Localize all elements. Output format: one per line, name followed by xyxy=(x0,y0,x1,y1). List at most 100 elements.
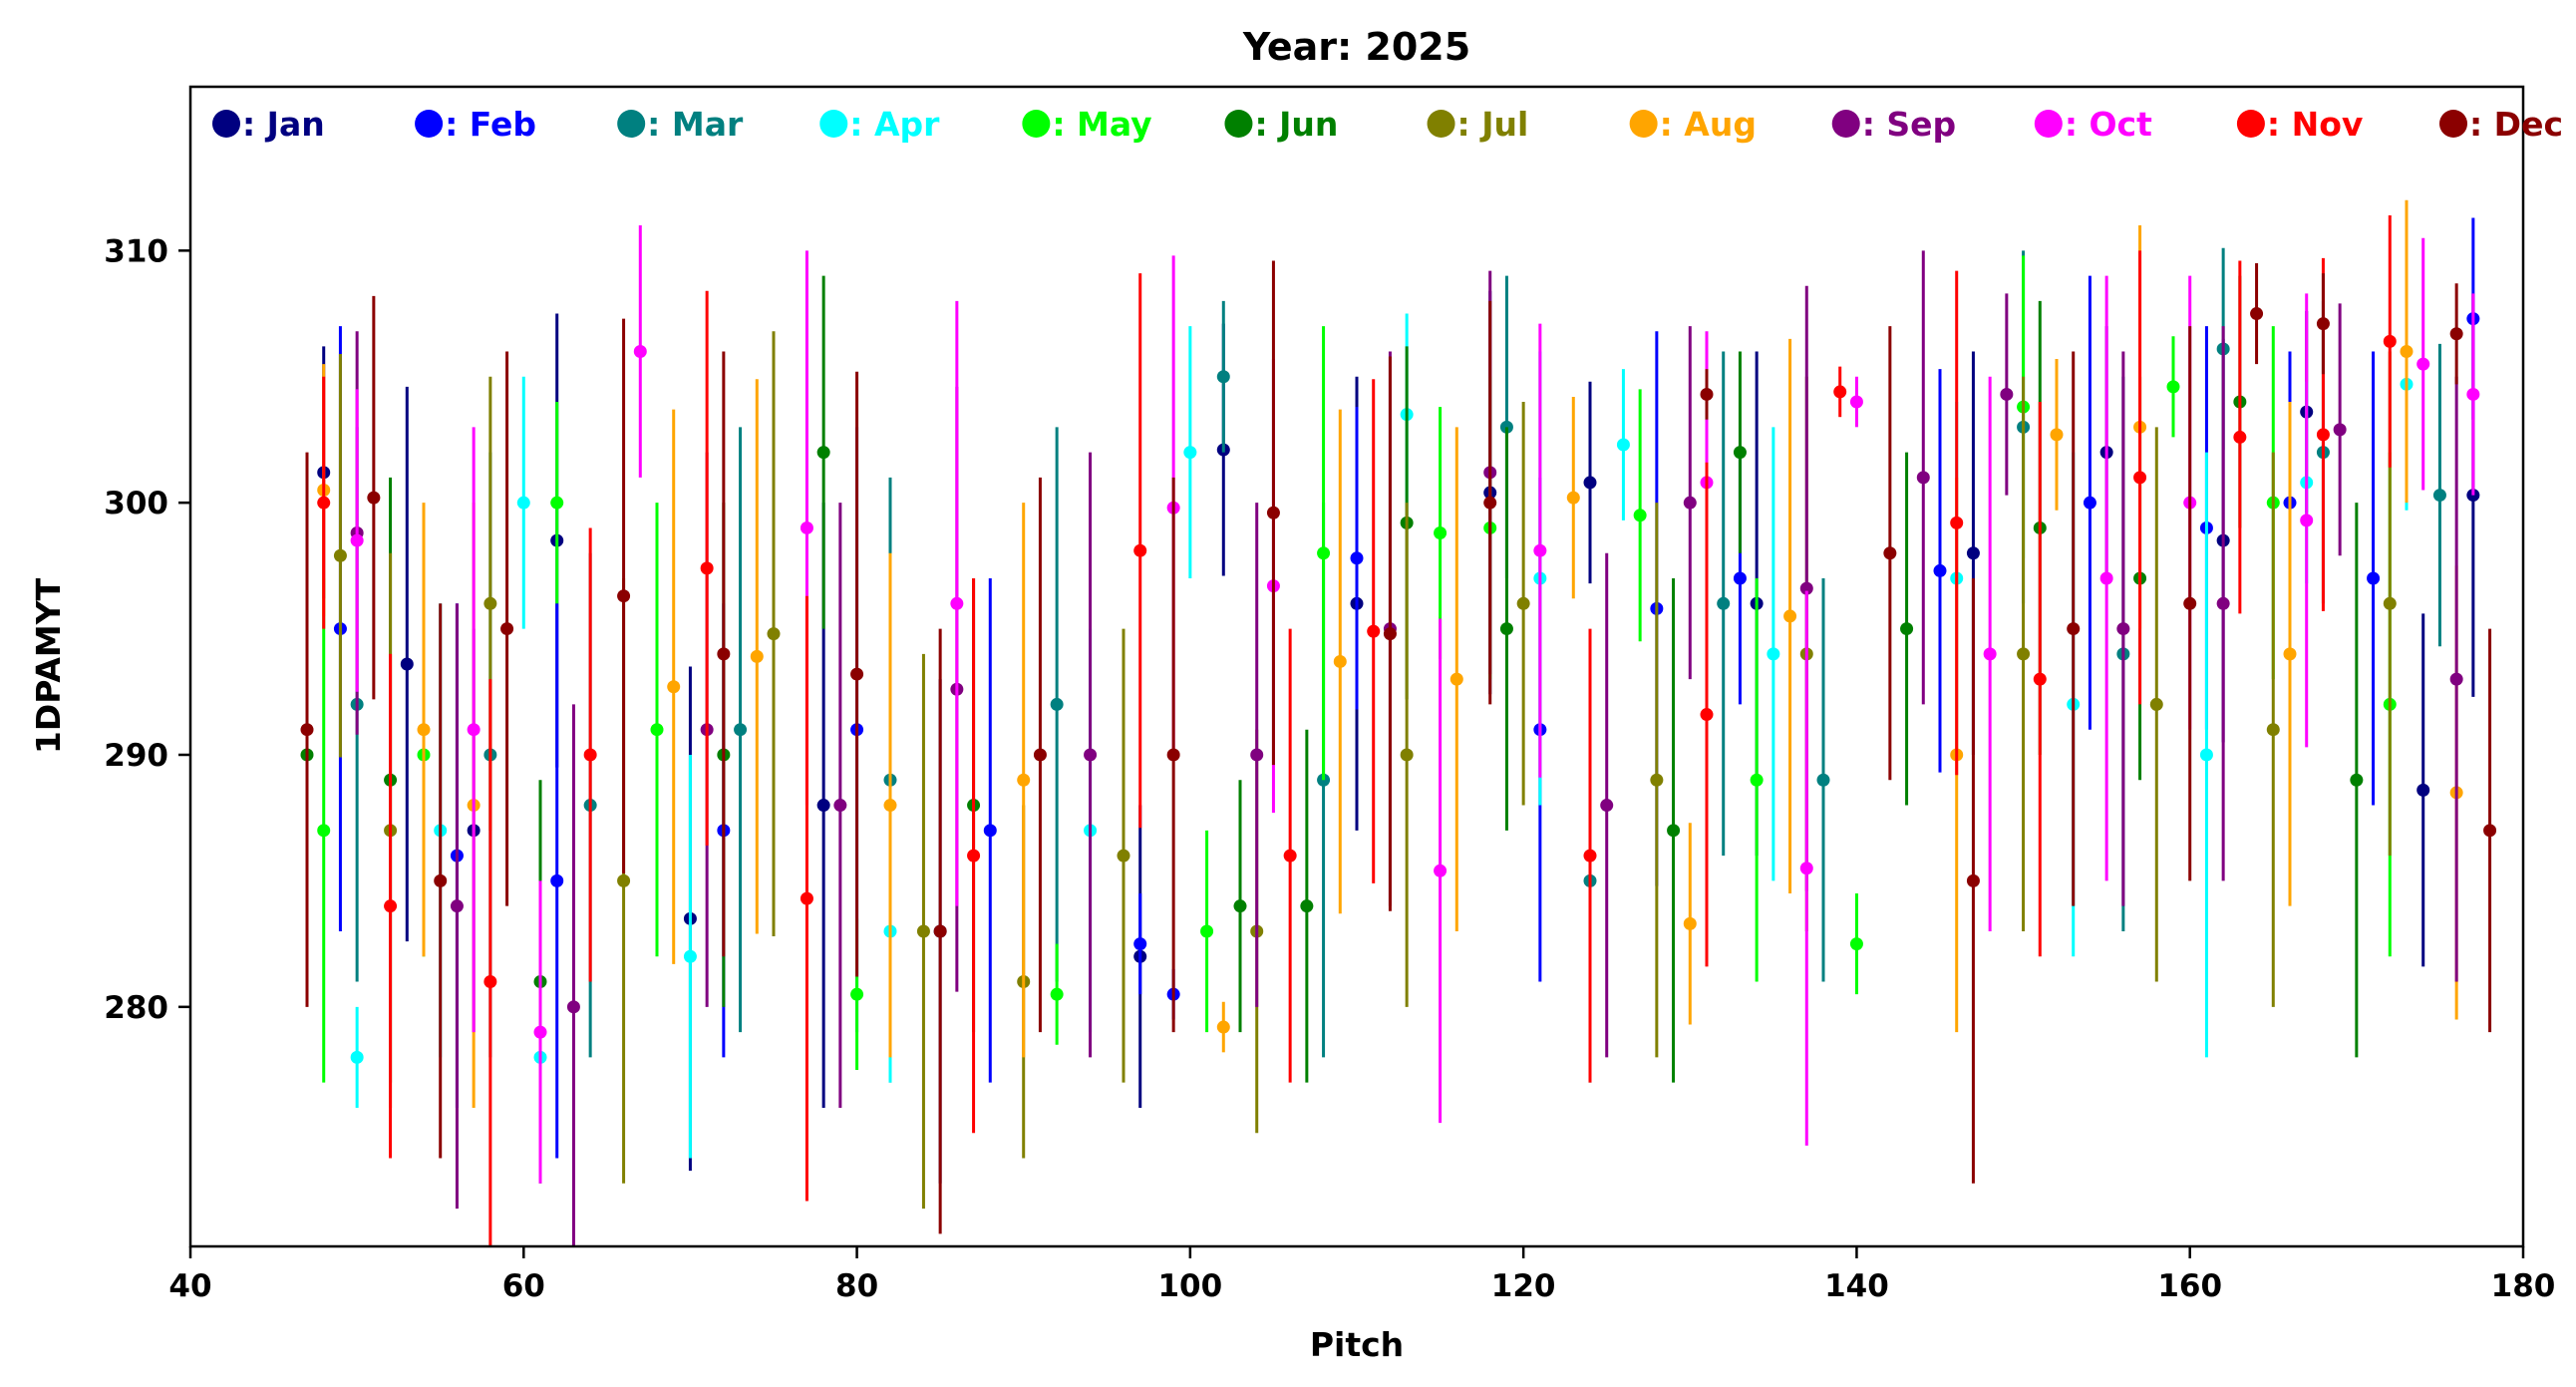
data-point xyxy=(1084,748,1098,762)
data-point xyxy=(1733,571,1747,585)
data-point xyxy=(850,667,864,681)
data-point xyxy=(1183,446,1197,460)
x-tick-label: 80 xyxy=(835,1268,878,1304)
y-tick-label: 280 xyxy=(104,990,168,1026)
data-point xyxy=(2400,344,2414,358)
data-point xyxy=(350,1050,364,1064)
data-point xyxy=(933,924,947,938)
data-point xyxy=(1933,563,1947,577)
data-point xyxy=(2083,496,2096,510)
data-point xyxy=(1300,899,1314,913)
data-point xyxy=(1133,937,1147,951)
data-point xyxy=(633,344,647,358)
data-point xyxy=(2350,773,2364,787)
data-point xyxy=(317,496,331,510)
data-point xyxy=(1583,476,1597,490)
data-point xyxy=(434,873,448,887)
data-point xyxy=(1434,864,1448,877)
data-point xyxy=(717,647,731,661)
data-point xyxy=(1200,924,1214,938)
data-point xyxy=(1400,748,1414,762)
legend-item-may: : May xyxy=(1022,105,1152,144)
plot-frame xyxy=(188,85,2525,1248)
legend-marker xyxy=(1629,110,1658,138)
legend-marker xyxy=(1831,110,1860,138)
data-point xyxy=(833,799,847,813)
data-point xyxy=(2416,357,2430,371)
data-point xyxy=(683,949,697,963)
legend-item-jul: : Jul xyxy=(1427,105,1528,144)
data-point xyxy=(1367,624,1381,638)
legend-item-aug: : Aug xyxy=(1629,105,1757,144)
data-point xyxy=(617,589,631,603)
data-point xyxy=(1916,471,1930,485)
legend-label: : Dec xyxy=(2469,105,2563,144)
data-point xyxy=(916,924,930,938)
data-point xyxy=(1833,385,1847,399)
data-point xyxy=(2233,430,2247,444)
y-axis: 280 290 300 310 xyxy=(104,233,190,1026)
x-tick-label: 60 xyxy=(502,1268,545,1304)
legend-item-jan: : Jan xyxy=(212,105,325,144)
data-point xyxy=(550,873,564,887)
legend-item-sep: : Sep xyxy=(1831,105,1956,144)
chart-title: Year: 2025 xyxy=(1242,25,1470,69)
data-point xyxy=(2199,748,2213,762)
legend-item-nov: : Nov xyxy=(2236,105,2364,144)
data-point xyxy=(1700,387,1714,401)
data-point xyxy=(1883,546,1897,560)
data-point xyxy=(500,622,514,636)
data-point xyxy=(1017,773,1031,787)
legend-item-feb: : Feb xyxy=(415,105,536,144)
data-point xyxy=(1483,496,1497,510)
data-point xyxy=(566,1000,580,1014)
legend: : Jan : Feb : Mar : Apr : May : Jun : Jul : Aug… xyxy=(212,105,2563,144)
data-point xyxy=(816,799,830,813)
data-point xyxy=(533,1025,547,1039)
legend-marker xyxy=(1427,110,1455,138)
legend-marker xyxy=(2439,110,2467,138)
data-point xyxy=(983,824,997,838)
data-point xyxy=(1250,748,1264,762)
legend-label: : Aug xyxy=(1660,105,1757,144)
legend-label: : Sep xyxy=(1862,105,1956,144)
data-point xyxy=(2383,334,2397,348)
data-point xyxy=(2133,471,2147,485)
data-point xyxy=(2383,596,2397,610)
legend-label: : Jan xyxy=(242,105,325,144)
data-point xyxy=(350,533,364,547)
data-point xyxy=(583,748,597,762)
data-point xyxy=(850,987,864,1001)
data-point xyxy=(1117,849,1130,863)
y-tick-label: 310 xyxy=(104,233,168,269)
data-point xyxy=(1667,824,1681,838)
data-point xyxy=(2316,317,2330,331)
data-point xyxy=(1583,849,1597,863)
data-point xyxy=(1133,543,1147,557)
data-point xyxy=(1900,622,1914,636)
data-point xyxy=(1950,516,1964,529)
data-point xyxy=(1966,873,1980,887)
legend-label: : Jun xyxy=(1254,105,1338,144)
data-point xyxy=(950,596,964,610)
legend-marker xyxy=(415,110,444,138)
data-point xyxy=(2033,672,2047,686)
data-point xyxy=(417,723,431,737)
data-point xyxy=(967,849,981,863)
data-point xyxy=(2449,672,2463,686)
data-point xyxy=(1383,627,1397,641)
legend-item-apr: : Apr xyxy=(819,105,940,144)
y-tick-label: 290 xyxy=(104,738,168,774)
data-point xyxy=(2067,622,2081,636)
data-point xyxy=(2316,428,2330,442)
data-point xyxy=(1799,581,1813,595)
data-point xyxy=(2050,428,2064,442)
data-point xyxy=(1816,773,1830,787)
legend-label: : Mar xyxy=(647,105,744,144)
x-axis-label: Pitch xyxy=(1310,1325,1404,1364)
data-point xyxy=(1683,916,1697,930)
data-point xyxy=(467,723,481,737)
data-point xyxy=(700,561,714,575)
data-point xyxy=(1650,773,1664,787)
legend-marker xyxy=(2236,110,2265,138)
